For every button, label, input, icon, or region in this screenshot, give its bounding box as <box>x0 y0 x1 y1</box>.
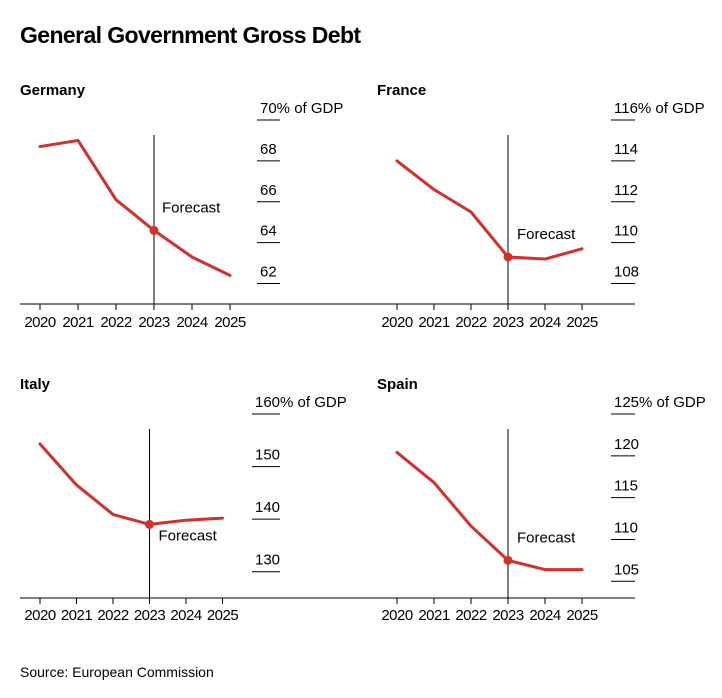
spain-ytick-label: 110 <box>614 519 638 536</box>
germany-xtick-label: 2022 <box>100 314 132 331</box>
france-ytick-label: 110 <box>614 223 638 240</box>
italy-forecast-label: Forecast <box>159 527 218 544</box>
spain-xtick-label: 2021 <box>418 607 450 624</box>
germany-ytick-label: 70% of GDP <box>260 100 343 117</box>
germany-forecast-label: Forecast <box>162 199 221 216</box>
france-xtick-label: 2020 <box>381 314 413 331</box>
france-xtick-label: 2023 <box>492 314 524 331</box>
germany-xtick-label: 2020 <box>24 314 56 331</box>
spain-ytick-label: 115 <box>614 478 638 495</box>
france-forecast-point <box>503 252 513 262</box>
germany-xtick-label: 2025 <box>214 314 246 331</box>
france-xtick-label: 2025 <box>566 314 598 331</box>
chart-title: General Government Gross Debt <box>20 22 361 48</box>
germany-ytick-label: 62 <box>260 264 277 281</box>
italy-series-line <box>38 442 224 526</box>
france-series-line <box>395 159 584 261</box>
italy-xtick-label: 2021 <box>61 607 93 624</box>
italy-xtick-label: 2022 <box>97 607 129 624</box>
spain-ytick-label: 120 <box>614 436 639 453</box>
france-ytick-label: 108 <box>614 264 639 281</box>
italy-ytick-label: 140 <box>255 499 280 516</box>
italy-ytick-label: 150 <box>255 447 280 464</box>
spain-xtick-label: 2022 <box>455 607 487 624</box>
source-note: Source: European Commission <box>20 664 214 680</box>
germany-series-line <box>38 138 232 277</box>
panel-title-germany: Germany <box>20 82 86 99</box>
italy-forecast-point <box>145 519 154 529</box>
spain-xtick-label: 2024 <box>529 607 561 624</box>
germany-ytick-label: 66 <box>260 182 277 199</box>
france-forecast-label: Forecast <box>517 226 576 243</box>
italy-ytick-label: 130 <box>255 552 280 569</box>
spain-ytick-label: 125% of GDP <box>614 394 706 411</box>
germany-forecast-point <box>149 225 159 235</box>
germany-ytick-label: 64 <box>260 223 277 240</box>
spain-xtick-label: 2025 <box>566 607 598 624</box>
spain-series-line <box>395 450 584 572</box>
italy-ytick-label: 160% of GDP <box>255 394 347 411</box>
panel-title-spain: Spain <box>377 376 418 393</box>
spain-forecast-label: Forecast <box>517 529 576 546</box>
italy-xtick-label: 2024 <box>170 607 202 624</box>
panel-title-france: France <box>377 82 427 99</box>
germany-ytick-label: 68 <box>260 141 277 158</box>
france-ytick-label: 114 <box>614 141 638 158</box>
france-xtick-label: 2022 <box>455 314 487 331</box>
france-ytick-label: 112 <box>614 182 638 199</box>
italy-xtick-label: 2020 <box>24 607 56 624</box>
france-ytick-label: 116% of GDP <box>614 100 705 117</box>
france-xtick-label: 2024 <box>529 314 561 331</box>
italy-xtick-label: 2023 <box>134 607 166 624</box>
germany-xtick-label: 2021 <box>62 314 94 331</box>
germany-xtick-label: 2024 <box>176 314 208 331</box>
france-xtick-label: 2021 <box>418 314 450 331</box>
italy-xtick-label: 2025 <box>207 607 239 624</box>
spain-ytick-label: 105 <box>614 561 639 578</box>
spain-xtick-label: 2020 <box>381 607 413 624</box>
spain-xtick-label: 2023 <box>492 607 524 624</box>
spain-forecast-point <box>503 555 513 565</box>
panel-title-italy: Italy <box>20 376 51 393</box>
germany-xtick-label: 2023 <box>138 314 170 331</box>
